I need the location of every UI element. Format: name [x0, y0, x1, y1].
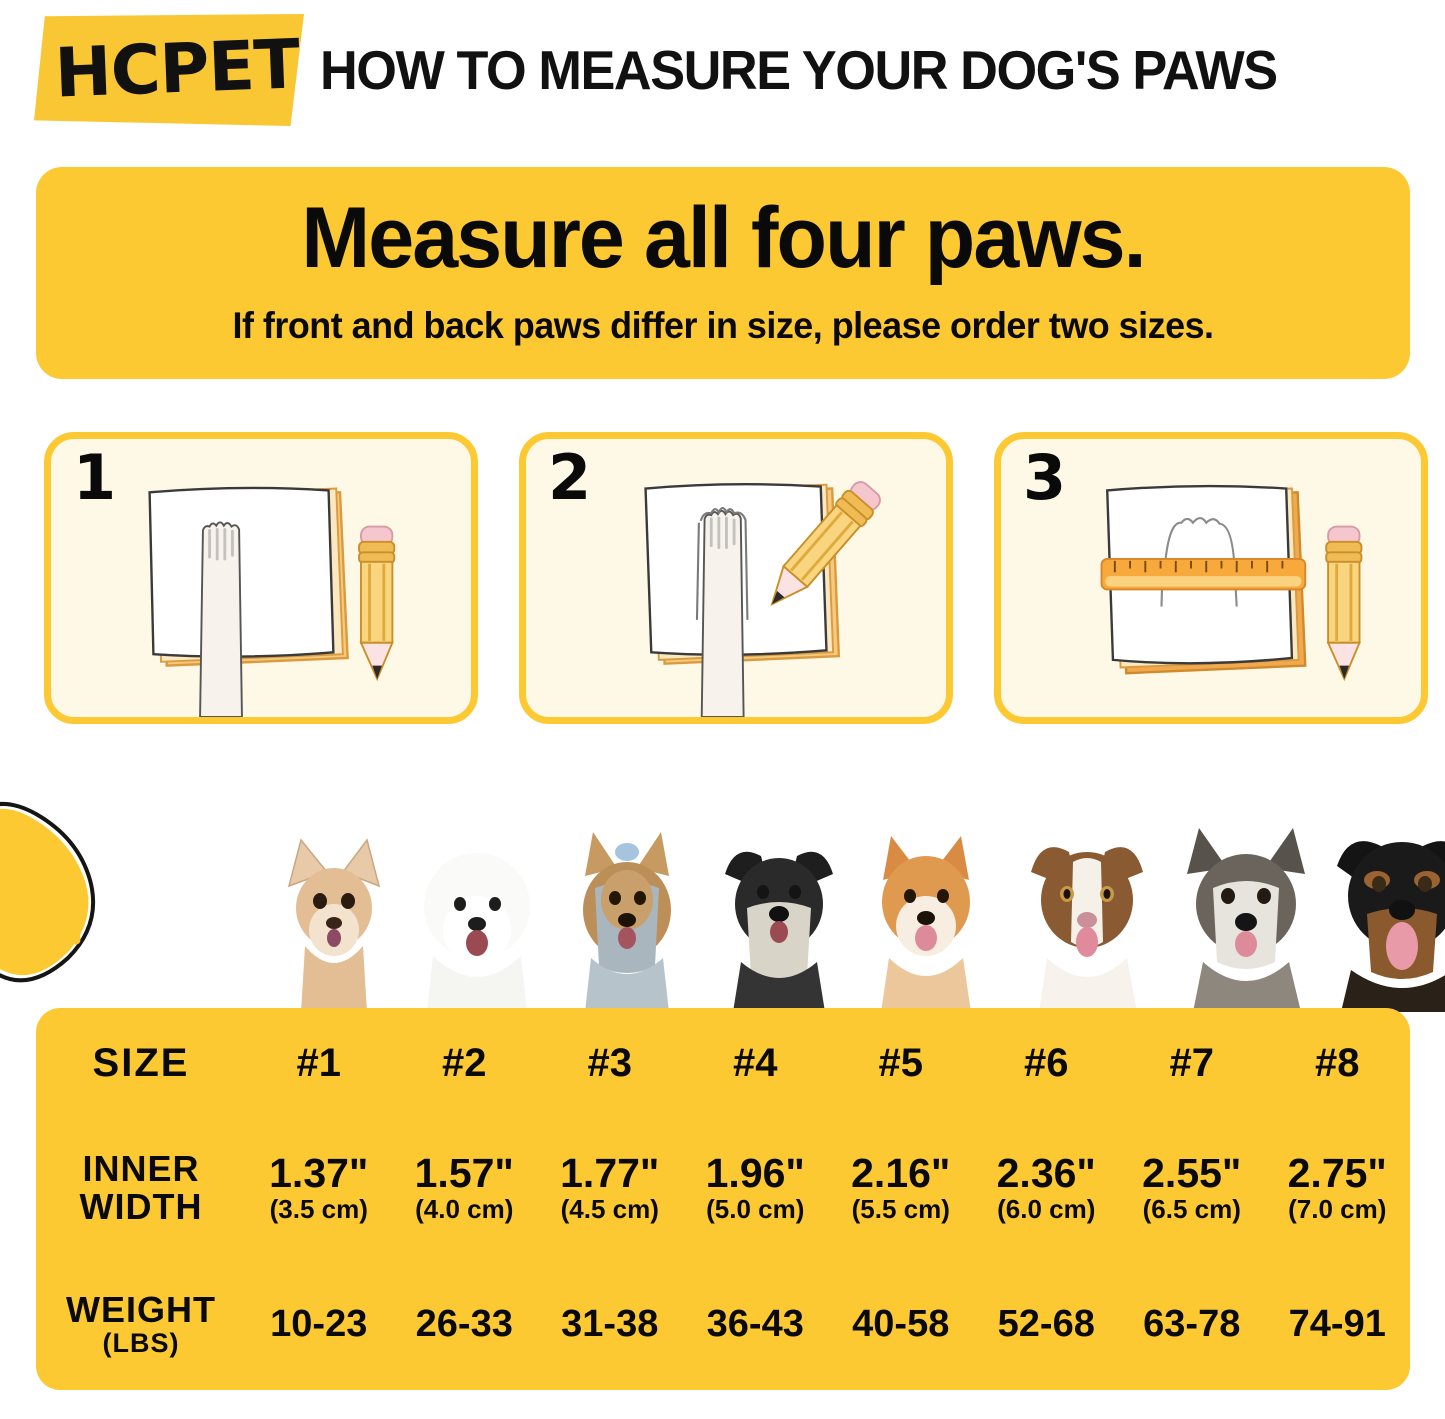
brand-badge-shape — [34, 14, 304, 126]
inner-width-cell-6: 2.36" (6.0 cm) — [974, 1118, 1120, 1258]
size-cell-2: #2 — [442, 1040, 487, 1085]
inner-width-inch-1: 1.37" — [269, 1149, 369, 1196]
brand-logo-text: HCPET — [53, 25, 301, 114]
table-row-size: SIZE #1 #2 #3 #4 #5 #6 #7 #8 — [36, 1008, 1410, 1118]
inner-width-cell-3: 1.77" (4.5 cm) — [537, 1118, 683, 1258]
pencil-icon — [1325, 525, 1363, 682]
inner-width-inch-8: 2.75" — [1287, 1149, 1387, 1196]
inner-width-cell-1: 1.37" (3.5 cm) — [246, 1118, 392, 1258]
size-chart-table: SIZE #1 #2 #3 #4 #5 #6 #7 #8 INNER WIDTH… — [36, 1008, 1410, 1390]
inner-width-cm-1: (3.5 cm) — [269, 1193, 368, 1224]
page-header: HCPET HOW TO MEASURE YOUR DOG'S PAWS — [0, 0, 1445, 140]
size-cell-8: #8 — [1315, 1040, 1360, 1085]
inner-width-inch-6: 2.36" — [996, 1149, 1096, 1196]
dog-breed-row — [255, 780, 1445, 1012]
step-2-number: 2 — [548, 441, 592, 514]
step-3-illustration — [1100, 484, 1363, 682]
row-label-weight-line1: WEIGHT — [66, 1288, 216, 1330]
dog-rottweiler — [1337, 841, 1445, 1012]
row-label-inner-width-line2: WIDTH — [79, 1186, 203, 1227]
row-label-inner-width-line1: INNER — [82, 1148, 200, 1190]
size-cell-1: #1 — [296, 1040, 342, 1085]
banner-subtext: If front and back paws differ in size, p… — [232, 305, 1214, 346]
inner-width-inch-7: 2.55" — [1142, 1149, 1242, 1196]
size-cell-5: #5 — [878, 1040, 924, 1085]
table-row-weight: WEIGHT (LBS) 10-23 26-33 31-38 36-43 40-… — [36, 1258, 1410, 1390]
weight-cell-7: 63-78 — [1143, 1302, 1241, 1345]
inner-width-cell-2: 1.57" (4.0 cm) — [392, 1118, 538, 1258]
step-card-2: 2 — [519, 432, 953, 724]
size-cell-4: #4 — [733, 1040, 778, 1085]
size-cell-3: #3 — [587, 1040, 633, 1085]
ruler-icon — [1100, 558, 1307, 591]
steps-row: 1 — [0, 432, 1445, 728]
instruction-banner: Measure all four paws. If front and back… — [36, 167, 1410, 379]
inner-width-cm-8: (7.0 cm) — [1288, 1193, 1387, 1224]
dog-alaskan-malamute — [1187, 828, 1305, 1012]
inner-width-cm-5: (5.5 cm) — [851, 1193, 950, 1224]
decorative-wave-shape — [0, 801, 96, 983]
banner-headline: Measure all four paws. — [301, 190, 1146, 286]
weight-cell-2: 26-33 — [415, 1302, 513, 1345]
inner-width-cm-7: (6.5 cm) — [1142, 1193, 1241, 1224]
inner-width-cm-3: (4.5 cm) — [560, 1193, 659, 1224]
weight-cell-4: 36-43 — [706, 1302, 804, 1345]
inner-width-inch-3: 1.77" — [560, 1149, 660, 1196]
step-1-number: 1 — [73, 441, 117, 514]
table-row-inner-width: INNER WIDTH 1.37" (3.5 cm) 1.57" (4.0 cm… — [36, 1118, 1410, 1258]
size-cell-7: #7 — [1169, 1040, 1215, 1085]
step-2-illustration — [644, 481, 881, 717]
inner-width-inch-4: 1.96" — [705, 1149, 805, 1196]
step-card-1: 1 — [44, 432, 478, 724]
row-label-inner-width: INNER WIDTH — [36, 1118, 246, 1258]
dog-yorkshire-terrier — [583, 832, 671, 1012]
pencil-icon — [770, 481, 881, 606]
size-chart-panel: SIZE #1 #2 #3 #4 #5 #6 #7 #8 INNER WIDTH… — [36, 1008, 1410, 1390]
inner-width-cell-4: 1.96" (5.0 cm) — [683, 1118, 829, 1258]
step-card-3: 3 — [994, 432, 1428, 724]
inner-width-inch-2: 1.57" — [414, 1149, 514, 1196]
weight-cell-8: 74-91 — [1288, 1302, 1386, 1345]
step-3-number: 3 — [1023, 441, 1067, 514]
inner-width-cell-5: 2.16" (5.5 cm) — [828, 1118, 974, 1258]
dog-bichon-frise — [424, 853, 530, 1012]
inner-width-cm-6: (6.0 cm) — [997, 1193, 1096, 1224]
weight-cell-6: 52-68 — [997, 1302, 1095, 1345]
pencil-icon — [358, 525, 396, 682]
dog-chihuahua — [287, 838, 381, 1012]
dog-shiba-inu — [881, 836, 971, 1012]
inner-width-cm-4: (5.0 cm) — [706, 1193, 805, 1224]
inner-width-cm-2: (4.0 cm) — [415, 1193, 514, 1224]
row-label-size: SIZE — [92, 1040, 190, 1085]
dog-australian-shepherd — [1031, 847, 1143, 1012]
inner-width-cell-8: 2.75" (7.0 cm) — [1265, 1118, 1411, 1258]
step-1-illustration — [148, 486, 396, 717]
weight-cell-1: 10-23 — [270, 1302, 368, 1345]
page-title: HOW TO MEASURE YOUR DOG'S PAWS — [320, 39, 1278, 101]
inner-width-cell-7: 2.55" (6.5 cm) — [1119, 1118, 1265, 1258]
weight-cell-5: 40-58 — [852, 1302, 950, 1345]
dog-schnauzer — [725, 851, 833, 1012]
weight-cell-3: 31-38 — [561, 1302, 659, 1345]
row-label-weight: WEIGHT (LBS) — [36, 1258, 246, 1390]
inner-width-inch-5: 2.16" — [851, 1149, 951, 1196]
size-cell-6: #6 — [1024, 1040, 1069, 1085]
row-label-weight-line2: (LBS) — [102, 1327, 180, 1358]
dog-photos — [287, 828, 1445, 1012]
